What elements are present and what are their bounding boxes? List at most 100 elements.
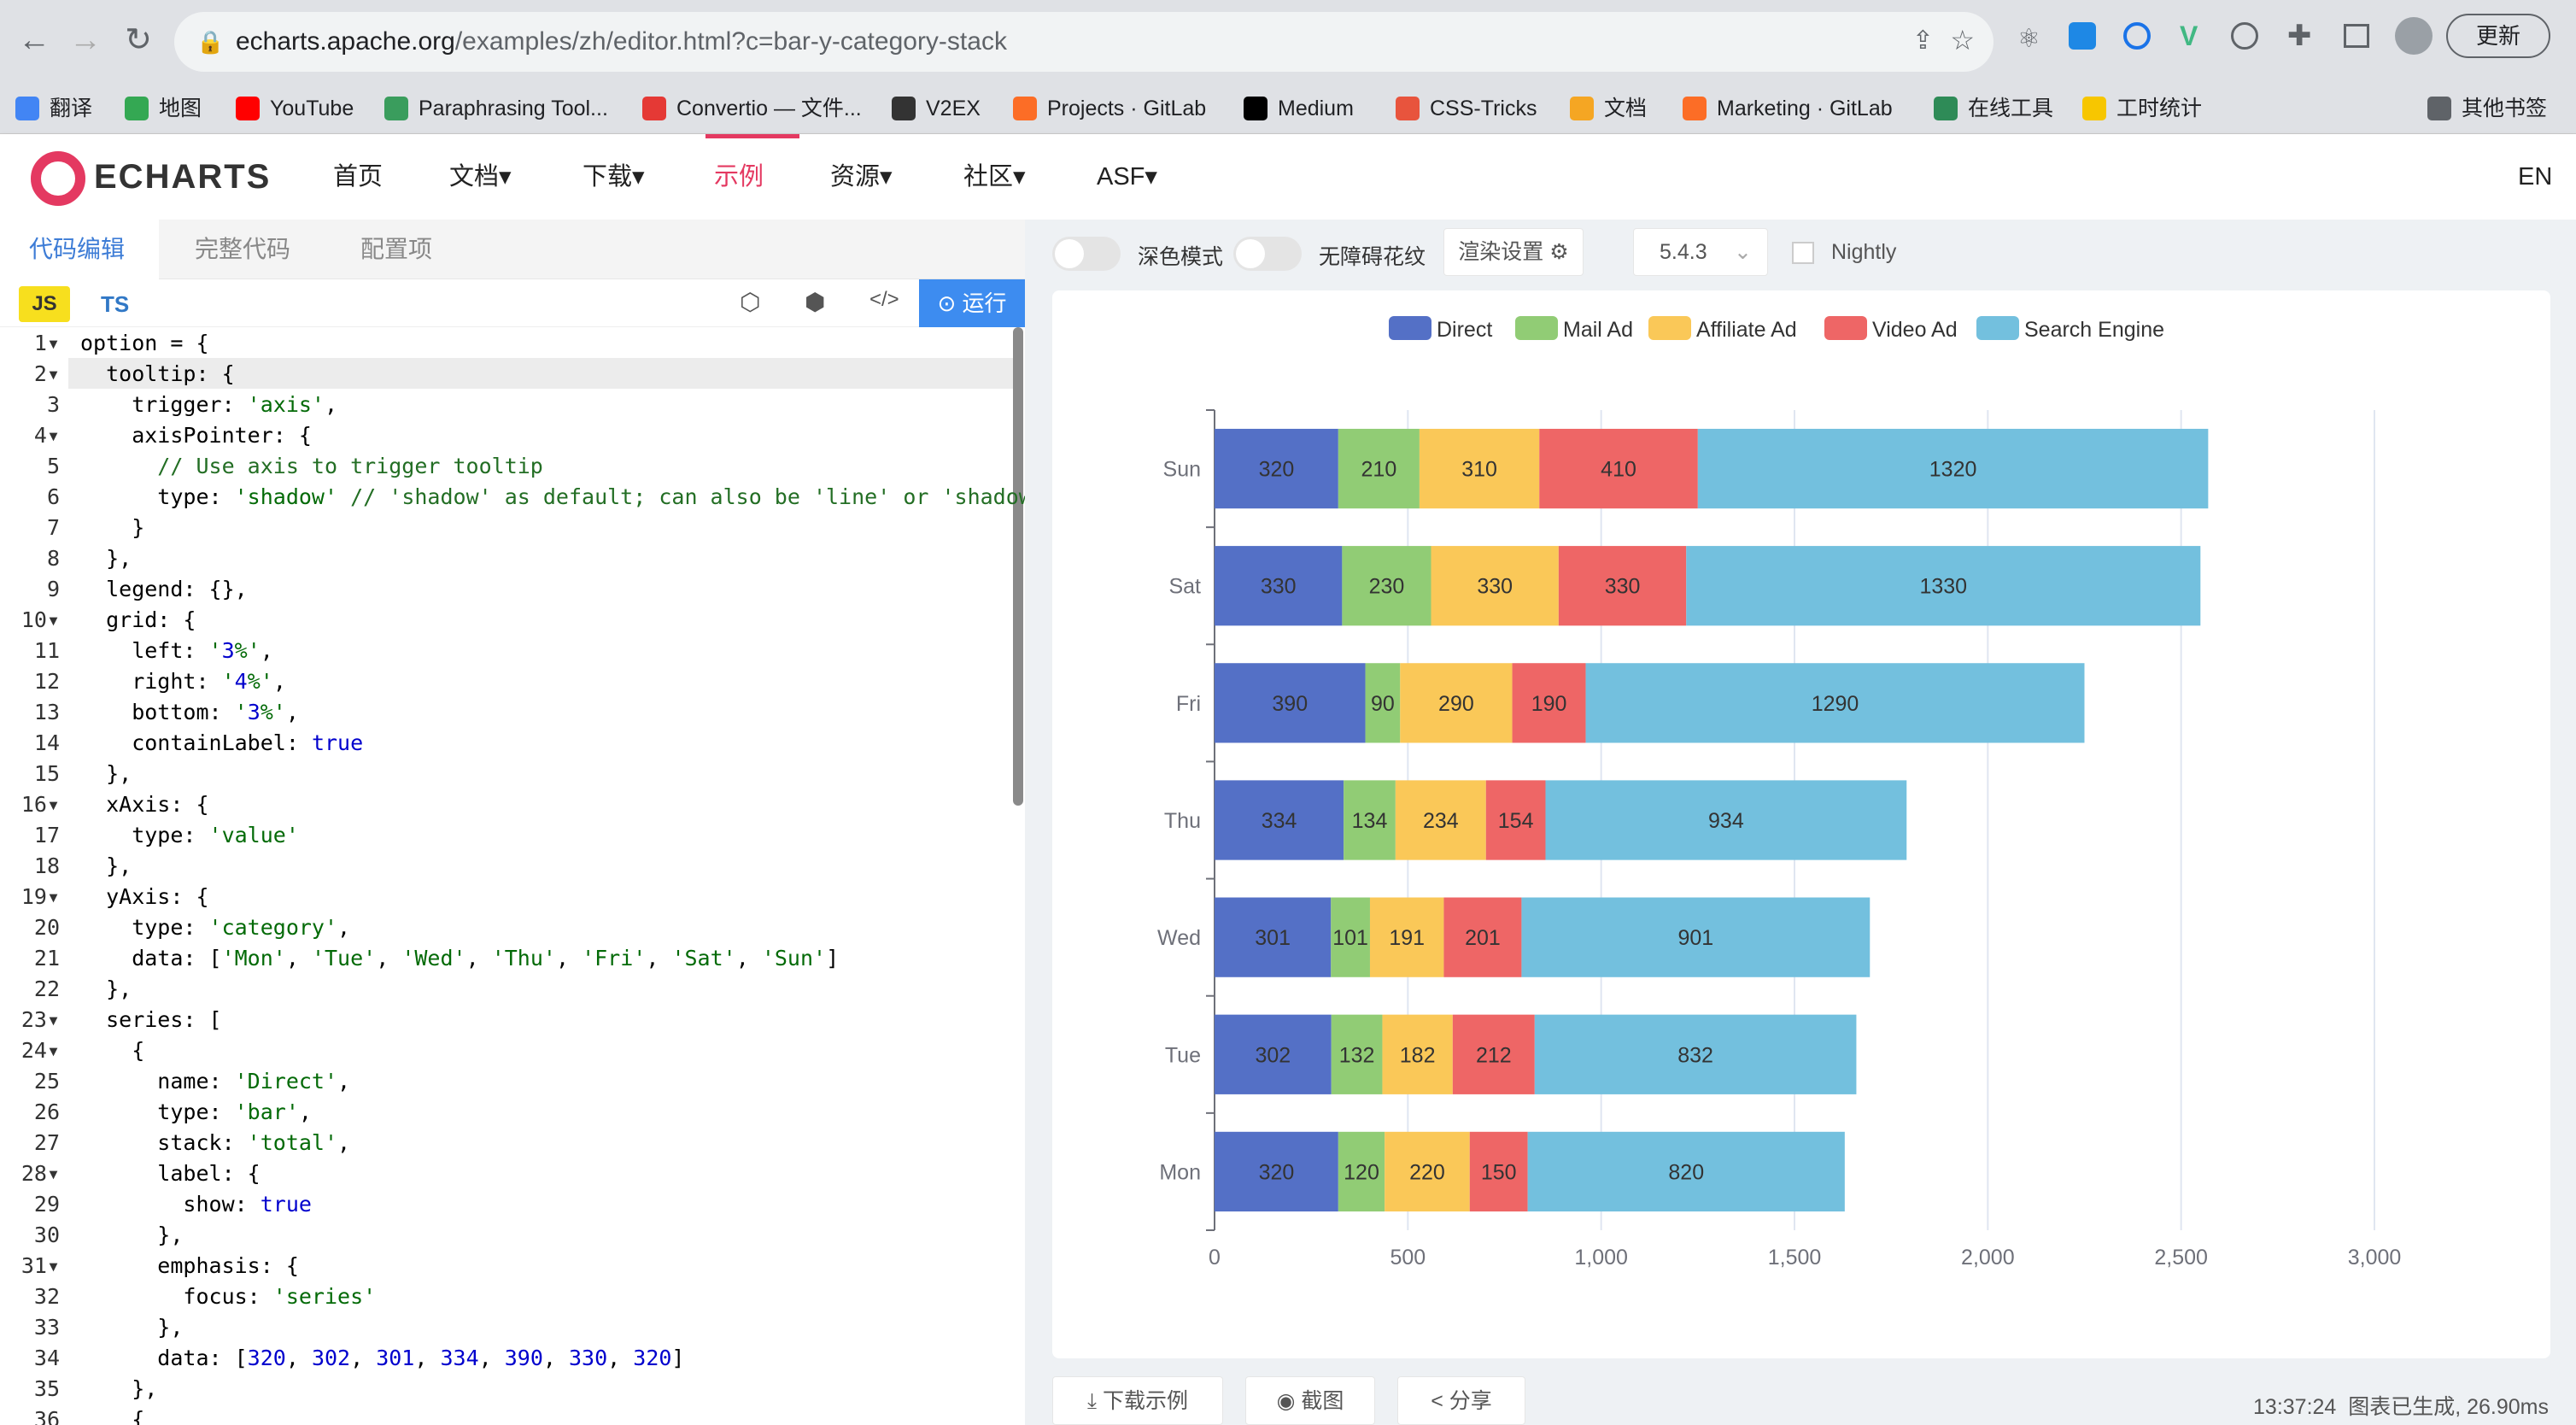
bookmark-item[interactable]: 其他书签 <box>2427 83 2547 134</box>
star-icon[interactable]: ☆ <box>1950 25 1975 56</box>
bookmark-item[interactable]: Medium <box>1244 83 1354 134</box>
bookmark-item[interactable]: Projects · GitLab <box>1013 83 1206 134</box>
back-icon[interactable]: ← <box>18 22 50 58</box>
code-editor[interactable]: 1▾ option = {2▾ tooltip: {3 trigger: 'axi… <box>0 327 1025 1425</box>
bar-segment <box>1697 428 2209 509</box>
bar-value-label: 182 <box>1400 1043 1436 1067</box>
bar-value-label: 832 <box>1677 1043 1713 1067</box>
ts-toggle[interactable]: TS <box>101 291 130 317</box>
share-label: 分享 <box>1449 1389 1492 1413</box>
url-host: echarts.apache.org <box>236 27 455 56</box>
code-format-icon[interactable]: </> <box>869 288 899 311</box>
bookmark-label: Marketing · GitLab <box>1717 97 1893 120</box>
nav-item[interactable]: 资源▾ <box>830 163 893 191</box>
bar-value-label: 1330 <box>1919 575 1967 599</box>
vue-devtools-icon[interactable]: V <box>2180 21 2198 51</box>
share-button[interactable]: < 分享 <box>1397 1376 1525 1425</box>
line-number: 17 <box>33 823 60 847</box>
js-toggle[interactable]: JS <box>19 286 70 322</box>
code-scrollbar[interactable] <box>1013 327 1023 806</box>
bookmark-item[interactable]: Paraphrasing Tool... <box>384 83 608 134</box>
y-tick-label: Tue <box>1165 1043 1201 1067</box>
bar-segment <box>1686 546 2201 626</box>
code-line: grid: { <box>80 607 196 632</box>
code-line: data: [320, 302, 301, 334, 390, 330, 320… <box>80 1346 685 1370</box>
bar-segment <box>1431 546 1559 626</box>
update-button[interactable]: 更新 <box>2446 14 2550 58</box>
bookmark-item[interactable]: 工时统计 <box>2082 83 2202 134</box>
tab-code-edit[interactable]: 代码编辑 <box>29 236 126 262</box>
bar-value-label: 320 <box>1259 458 1295 482</box>
active-line-highlight <box>68 358 1013 389</box>
extension-react-icon[interactable]: ⚛ <box>2017 25 2040 53</box>
download-example-button[interactable]: ⤓ 下载示例 <box>1052 1376 1223 1425</box>
nav-item[interactable]: ASF▾ <box>1097 163 1157 191</box>
bookmark-item[interactable]: 文档 <box>1570 83 1647 134</box>
lang-switch[interactable]: EN <box>2518 163 2553 191</box>
extension-bird-icon[interactable] <box>2069 22 2096 50</box>
extensions-puzzle-icon[interactable]: ✚ <box>2287 20 2312 52</box>
bar-segment <box>1512 663 1586 743</box>
bookmark-favicon-icon <box>642 97 666 120</box>
version-select[interactable]: 5.4.3 ⌄ <box>1633 228 1768 276</box>
codepen-icon[interactable]: ⬡ <box>740 289 761 315</box>
bar-segment <box>1419 428 1540 509</box>
bar-segment <box>1344 780 1396 860</box>
echarts-logo-icon[interactable] <box>31 151 85 206</box>
render-settings-button[interactable]: 渲染设置 ⚙ <box>1443 228 1584 276</box>
code-line: }, <box>80 853 132 878</box>
a11y-toggle[interactable] <box>1233 237 1302 271</box>
bookmark-item[interactable]: 翻译 <box>15 83 92 134</box>
gear-icon: ⚙ <box>1549 240 1569 264</box>
logo-text[interactable]: ECHARTS <box>94 158 272 196</box>
forward-icon[interactable]: → <box>69 22 102 58</box>
bookmark-item[interactable]: V2EX <box>892 83 981 134</box>
bookmark-item[interactable]: 地图 <box>125 83 202 134</box>
bookmark-favicon-icon <box>1244 97 1268 120</box>
bar-segment <box>1469 1131 1528 1212</box>
share-page-icon[interactable]: ⇪ <box>1912 26 1934 55</box>
bookmark-item[interactable]: YouTube <box>236 83 354 134</box>
line-number: 15 <box>33 761 60 786</box>
screenshot-button[interactable]: ◉ 截图 <box>1245 1376 1375 1425</box>
bar-value-label: 150 <box>1481 1160 1517 1184</box>
legend-swatch <box>1515 316 1558 340</box>
bookmark-favicon-icon <box>1934 97 1958 120</box>
bookmark-label: 翻译 <box>50 97 93 120</box>
bookmark-item[interactable]: CSS-Tricks <box>1396 83 1537 134</box>
line-number: 11 <box>33 638 60 663</box>
code-line: series: [ <box>80 1007 222 1032</box>
code-line: tooltip: { <box>80 361 235 386</box>
run-button[interactable]: ⊙ 运行 <box>919 279 1025 327</box>
bookmark-item[interactable]: Convertio — 文件... <box>642 83 862 134</box>
bookmark-label: YouTube <box>270 97 354 120</box>
nightly-checkbox[interactable] <box>1792 242 1814 264</box>
reload-icon[interactable]: ↻ <box>125 22 152 58</box>
address-bar[interactable]: 🔒 echarts.apache.org/examples/zh/editor.… <box>174 12 1993 72</box>
extension-clock-icon[interactable] <box>2123 22 2151 50</box>
extension-circle-icon[interactable] <box>2231 22 2258 50</box>
nav-item[interactable]: 文档▾ <box>449 163 512 191</box>
bookmark-favicon-icon <box>1683 97 1707 120</box>
nav-item[interactable]: 下载▾ <box>583 163 645 191</box>
bar-value-label: 1320 <box>1929 458 1977 482</box>
line-number: 2▾ <box>33 361 60 386</box>
url-path: /examples/zh/editor.html?c=bar-y-categor… <box>454 27 1007 56</box>
nav-item[interactable]: 示例 <box>714 163 764 191</box>
line-number: 36 <box>33 1407 60 1425</box>
nav-item[interactable]: 首页 <box>333 163 383 191</box>
tab-full-code[interactable]: 完整代码 <box>195 236 291 262</box>
nav-item[interactable]: 社区▾ <box>963 163 1026 191</box>
bookmark-favicon-icon <box>1570 97 1594 120</box>
dark-mode-toggle[interactable] <box>1052 237 1121 271</box>
tab-config[interactable]: 配置项 <box>360 236 433 262</box>
legend-swatch <box>1648 316 1691 340</box>
side-panel-icon[interactable] <box>2344 24 2369 48</box>
code-line: }, <box>80 1315 184 1340</box>
bookmark-item[interactable]: 在线工具 <box>1934 83 2053 134</box>
profile-avatar-icon[interactable] <box>2395 17 2433 55</box>
camera-icon: ◉ <box>1276 1389 1302 1413</box>
bookmark-item[interactable]: Marketing · GitLab <box>1683 83 1893 134</box>
codesandbox-icon[interactable]: ⬢ <box>805 289 826 315</box>
bookmark-label: V2EX <box>926 97 981 120</box>
